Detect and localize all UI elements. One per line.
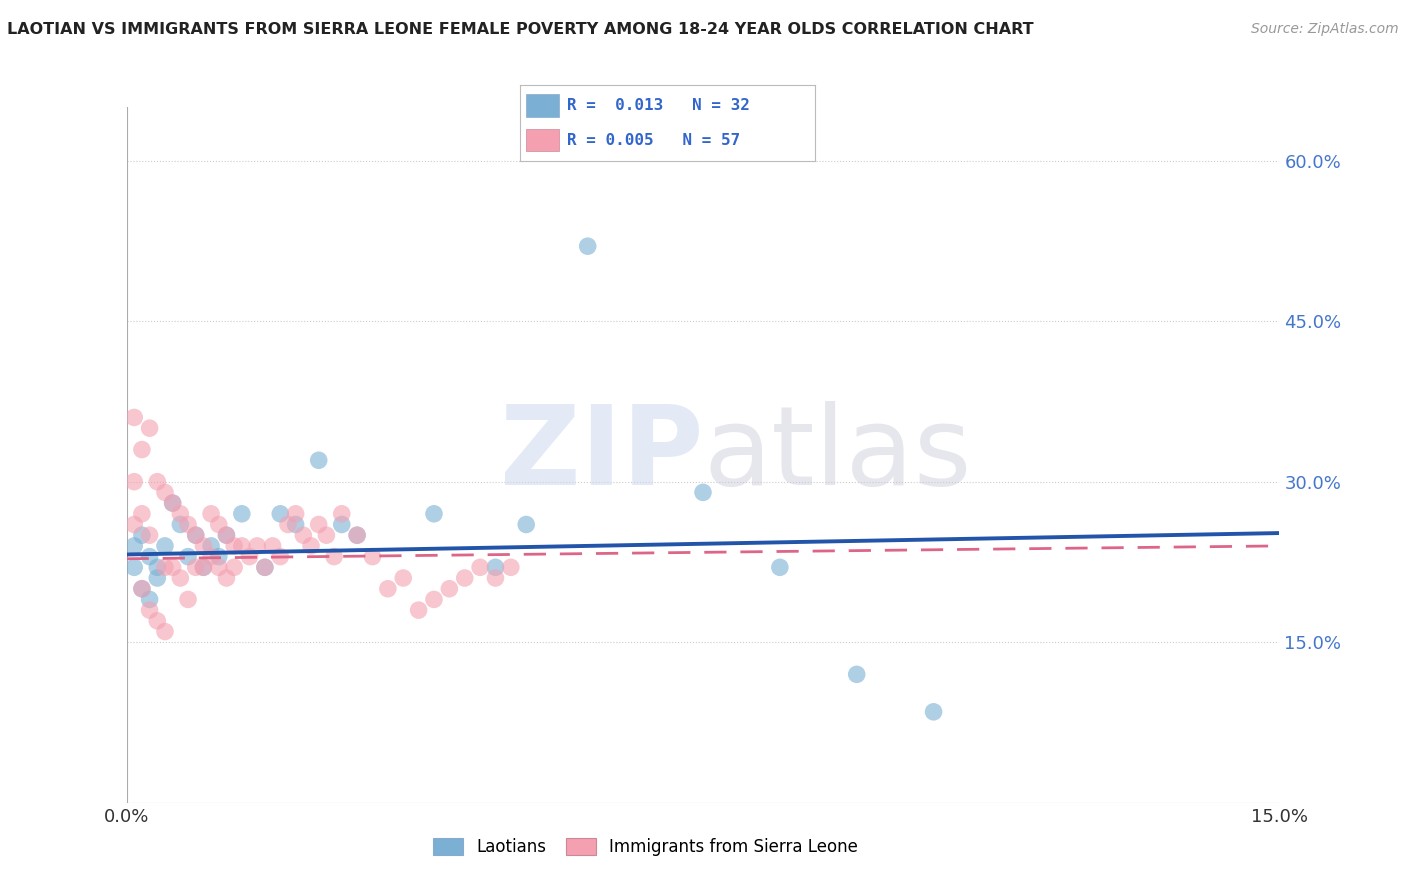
Point [346, 528, 368, 542]
Point [315, 528, 337, 542]
Point [253, 560, 276, 574]
Point [231, 539, 253, 553]
Point [153, 560, 176, 574]
Point [138, 421, 160, 435]
Point [269, 549, 291, 564]
Point [122, 410, 145, 425]
Point [153, 624, 176, 639]
Point [484, 560, 506, 574]
Point [284, 517, 307, 532]
Point [215, 571, 238, 585]
Text: atlas: atlas [703, 401, 972, 508]
Text: R = 0.005   N = 57: R = 0.005 N = 57 [568, 133, 741, 147]
Point [269, 507, 291, 521]
Point [131, 507, 153, 521]
Point [138, 592, 160, 607]
Point [169, 517, 191, 532]
Point [408, 603, 430, 617]
Point [439, 582, 461, 596]
Point [308, 517, 330, 532]
Point [131, 528, 153, 542]
Bar [526, 94, 558, 117]
Point [153, 539, 176, 553]
Point [484, 571, 506, 585]
Point [468, 560, 491, 574]
Point [576, 239, 599, 253]
Bar [526, 128, 558, 152]
Point [193, 560, 215, 574]
Point [200, 507, 222, 521]
Point [208, 560, 231, 574]
Point [215, 528, 238, 542]
Point [193, 560, 215, 574]
Point [177, 549, 200, 564]
Point [499, 560, 522, 574]
Text: LAOTIAN VS IMMIGRANTS FROM SIERRA LEONE FEMALE POVERTY AMONG 18-24 YEAR OLDS COR: LAOTIAN VS IMMIGRANTS FROM SIERRA LEONE … [7, 22, 1033, 37]
Point [153, 485, 176, 500]
Point [208, 517, 231, 532]
Point [323, 549, 346, 564]
Point [184, 528, 207, 542]
Text: ZIP: ZIP [499, 401, 703, 508]
Point [193, 539, 215, 553]
Legend: Laotians, Immigrants from Sierra Leone: Laotians, Immigrants from Sierra Leone [425, 830, 866, 864]
Point [238, 549, 260, 564]
Point [122, 539, 145, 553]
Point [138, 528, 160, 542]
Point [122, 560, 145, 574]
Point [146, 475, 169, 489]
Point [423, 507, 446, 521]
Point [262, 539, 284, 553]
Point [377, 582, 399, 596]
Point [299, 539, 322, 553]
Point [200, 539, 222, 553]
Point [162, 560, 184, 574]
Point [138, 549, 160, 564]
Point [146, 560, 169, 574]
Point [146, 571, 169, 585]
Point [162, 496, 184, 510]
Point [122, 517, 145, 532]
Point [200, 549, 222, 564]
Point [231, 507, 253, 521]
Point [138, 603, 160, 617]
Point [423, 592, 446, 607]
Point [330, 517, 353, 532]
Text: R =  0.013   N = 32: R = 0.013 N = 32 [568, 98, 751, 112]
Point [515, 517, 537, 532]
Point [169, 571, 191, 585]
Point [292, 528, 315, 542]
Point [346, 528, 368, 542]
Point [454, 571, 477, 585]
Point [392, 571, 415, 585]
Point [131, 442, 153, 457]
Point [246, 539, 269, 553]
Text: Source: ZipAtlas.com: Source: ZipAtlas.com [1251, 22, 1399, 37]
Point [184, 560, 207, 574]
Point [131, 582, 153, 596]
Point [184, 528, 207, 542]
Point [253, 560, 276, 574]
Point [177, 517, 200, 532]
Point [284, 507, 307, 521]
Point [330, 507, 353, 521]
Point [277, 517, 299, 532]
Point [308, 453, 330, 467]
Point [122, 475, 145, 489]
Point [169, 507, 191, 521]
Point [146, 614, 169, 628]
Point [769, 560, 792, 574]
Point [131, 582, 153, 596]
Point [215, 528, 238, 542]
Point [208, 549, 231, 564]
Point [224, 560, 246, 574]
Point [361, 549, 384, 564]
Point [845, 667, 868, 681]
Point [922, 705, 945, 719]
Point [692, 485, 714, 500]
Point [177, 592, 200, 607]
Point [224, 539, 246, 553]
Point [162, 496, 184, 510]
